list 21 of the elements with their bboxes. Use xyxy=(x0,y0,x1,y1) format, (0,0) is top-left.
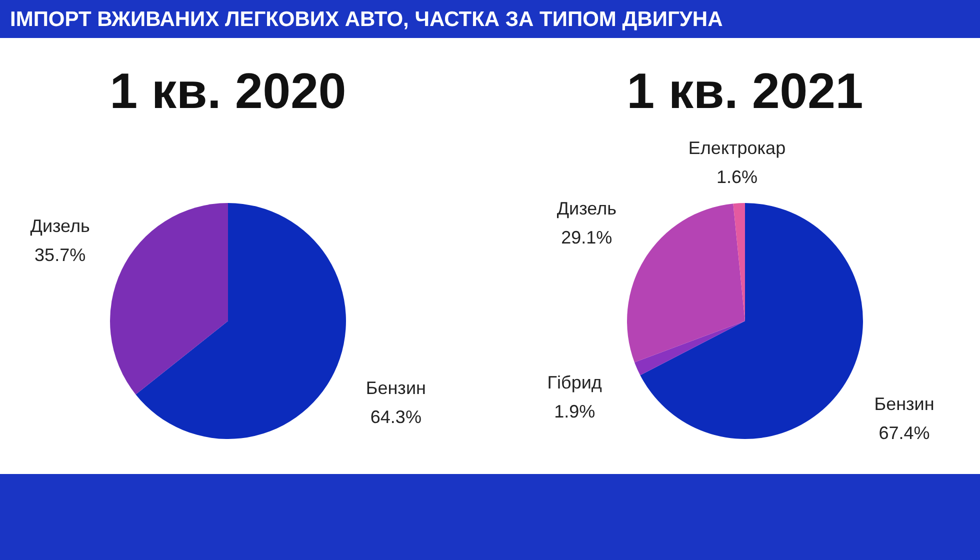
pie-slice xyxy=(136,203,346,439)
slice-label: Бензин xyxy=(874,394,934,414)
chart-subtitle: 1 кв. 2021 xyxy=(626,63,864,119)
pie-slice xyxy=(640,203,863,439)
data-label: 1.6% xyxy=(716,166,758,187)
pie-slice xyxy=(110,203,228,394)
data-label: 29.1% xyxy=(561,228,612,248)
slice-label: Гібрид xyxy=(547,372,602,393)
data-label: 67.4% xyxy=(878,422,930,443)
slice-label: Дизель xyxy=(30,216,90,236)
slice-label: Бензин xyxy=(366,378,426,398)
data-label: 1.9% xyxy=(554,402,596,422)
pie-slice xyxy=(634,321,745,376)
pie-slice xyxy=(733,203,745,321)
data-label: 64.3% xyxy=(370,406,422,427)
chart-subtitle: 1 кв. 2020 xyxy=(110,63,346,119)
pie-slice xyxy=(627,204,745,362)
slice-label: Дизель xyxy=(556,198,616,219)
slice-label: Електрокар xyxy=(688,138,786,158)
data-label: 35.7% xyxy=(34,245,86,266)
chart-title: ІМПОРТ ВЖИВАНИХ ЛЕГКОВИХ АВТО, ЧАСТКА ЗА ТИПОМ ДВИГУНА xyxy=(10,8,723,31)
